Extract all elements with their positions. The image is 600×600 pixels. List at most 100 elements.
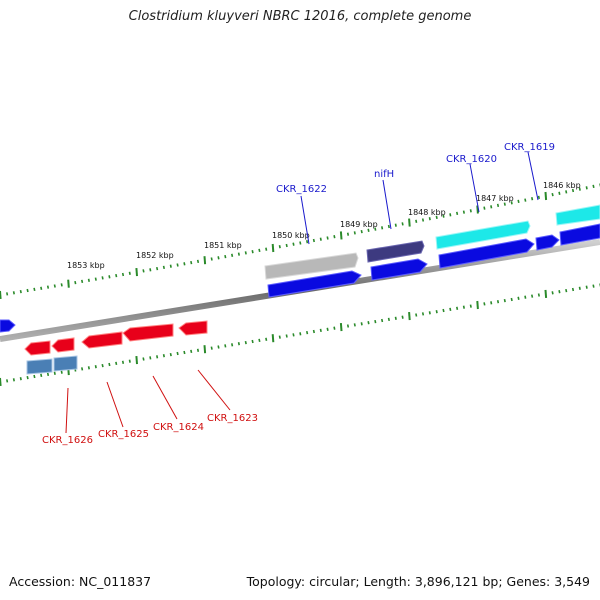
gene-steel-2[interactable] — [53, 355, 78, 372]
outer-scale-tick — [524, 198, 527, 202]
inner-scale-tick — [40, 373, 43, 378]
outer-scale-tick — [394, 223, 397, 227]
outer-scale-tick — [374, 227, 377, 231]
inner-scale-tick — [217, 345, 220, 349]
outer-scale-tick — [421, 218, 425, 222]
kbp-marker-1849: 1849 kbp — [340, 220, 378, 229]
cds-reverse-1626b[interactable] — [51, 337, 75, 353]
inner-scale-tick — [517, 296, 520, 300]
gene-callout-lines — [65, 151, 539, 434]
outer-scale-tick — [578, 187, 581, 191]
cds-forward-1[interactable] — [267, 270, 362, 298]
outer-scale-tick — [149, 268, 152, 272]
inner-scale-tick — [510, 297, 513, 302]
gene-label-ckr1624[interactable]: CKR_1624 — [153, 422, 204, 433]
inner-scale-tick — [415, 313, 418, 317]
gene-steel-1[interactable] — [26, 358, 53, 375]
outer-scale-tick — [319, 237, 322, 241]
inner-scale-tick — [162, 354, 165, 358]
gene-label-nifh[interactable]: nifH — [374, 169, 394, 180]
outer-scale-tick — [435, 215, 438, 220]
inner-scale-tick — [551, 291, 554, 295]
outer-scale-tick — [428, 217, 431, 221]
outer-scale-tick — [135, 268, 138, 277]
outer-scale-tick — [67, 279, 70, 288]
outer-scale-tick — [456, 211, 459, 216]
inner-scale-tick — [0, 377, 2, 387]
cds-reverse-1623[interactable] — [178, 320, 208, 336]
outer-scale-tick — [551, 192, 554, 197]
gene-label-ckr1623[interactable]: CKR_1623 — [207, 413, 258, 424]
gene-label-ckr1626[interactable]: CKR_1626 — [42, 435, 93, 446]
outer-scale-tick — [531, 197, 534, 201]
forward-gene-track — [0, 204, 600, 333]
inner-scale-tick — [203, 345, 207, 354]
cds-forward-5[interactable] — [559, 223, 600, 246]
inner-scale-tick — [94, 365, 97, 369]
inner-scale-tick — [339, 323, 343, 332]
cds-forward-4[interactable] — [535, 234, 560, 251]
kbp-marker-1847: 1847 kbp — [476, 194, 514, 203]
inner-scale-tick — [387, 317, 390, 322]
cds-reverse-1624[interactable] — [122, 323, 174, 342]
kbp-marker-1850: 1850 kbp — [272, 231, 310, 240]
outer-scale-tick — [401, 222, 404, 226]
inner-scale-tick — [53, 371, 56, 375]
outer-scale-tick — [271, 243, 275, 253]
inner-scale-tick — [142, 357, 145, 361]
inner-scale-tick — [571, 287, 575, 292]
gene-label-ckr1622[interactable]: CKR_1622 — [276, 184, 327, 195]
inner-scale-tick — [292, 333, 295, 337]
outer-scale-tick — [87, 278, 90, 282]
inner-scale-tick — [401, 315, 404, 319]
cds-forward-3[interactable] — [438, 238, 535, 269]
cds-forward-left[interactable] — [0, 319, 16, 333]
inner-scale-tick — [26, 375, 29, 380]
cds-reverse-1626a[interactable] — [24, 340, 51, 356]
inner-scale-tick — [244, 340, 247, 345]
inner-scale-tick — [6, 379, 9, 383]
inner-scale-tick — [224, 344, 227, 348]
kbp-markers: 1853 kbp 1852 kbp 1851 kbp 1850 kbp 1849… — [67, 181, 581, 270]
inner-scale-tick — [81, 367, 84, 371]
outer-scale-tick — [101, 276, 104, 280]
inner-scale-tick — [278, 335, 281, 339]
outer-scale-tick — [558, 191, 561, 195]
gene-labels: CKR_1622 nifH CKR_1620 CKR_1619 CKR_1626… — [42, 142, 555, 446]
inner-scale-tick — [585, 285, 588, 289]
outer-scale-tick — [217, 256, 220, 260]
gene-cyan-1620[interactable] — [435, 220, 531, 250]
outer-scale-tick — [244, 251, 247, 255]
gene-label-ckr1619[interactable]: CKR_1619 — [504, 142, 555, 153]
outer-scale-tick — [306, 240, 309, 244]
inner-scale-tick — [128, 359, 131, 363]
gene-grey[interactable] — [264, 252, 359, 280]
outer-scale-tick — [537, 195, 540, 200]
gene-cyan-1619[interactable] — [555, 204, 600, 226]
outer-scale-tick — [381, 226, 384, 230]
outer-scale-tick — [190, 260, 193, 265]
outer-scale-tick — [196, 259, 200, 264]
inner-scale-tick — [176, 351, 179, 356]
inner-scale-tick — [149, 356, 152, 360]
inner-scale-tick — [60, 370, 63, 374]
inner-scale-tick — [435, 310, 438, 314]
gene-nifh[interactable] — [366, 240, 425, 263]
inner-scale-tick — [544, 289, 548, 298]
inner-scale-tick — [456, 306, 459, 310]
outer-scale-tick — [565, 190, 568, 194]
cds-reverse-1625[interactable] — [81, 331, 123, 349]
inner-scale-tick — [490, 301, 493, 305]
inner-scale-tick — [115, 361, 118, 366]
inner-scale-tick — [196, 348, 200, 352]
outer-scale-tick — [60, 283, 63, 287]
inner-scale-tick — [483, 302, 486, 306]
inner-scale-tick — [449, 307, 452, 312]
cds-forward-2[interactable] — [370, 258, 428, 281]
outer-scale-tick — [258, 248, 261, 253]
inner-scale-tick — [285, 334, 288, 338]
gene-label-ckr1625[interactable]: CKR_1625 — [98, 429, 149, 440]
gene-label-ckr1620[interactable]: CKR_1620 — [446, 154, 497, 165]
outer-scale-tick — [476, 205, 479, 214]
page-title: Clostridium kluyveri NBRC 12016, complet… — [128, 9, 472, 24]
